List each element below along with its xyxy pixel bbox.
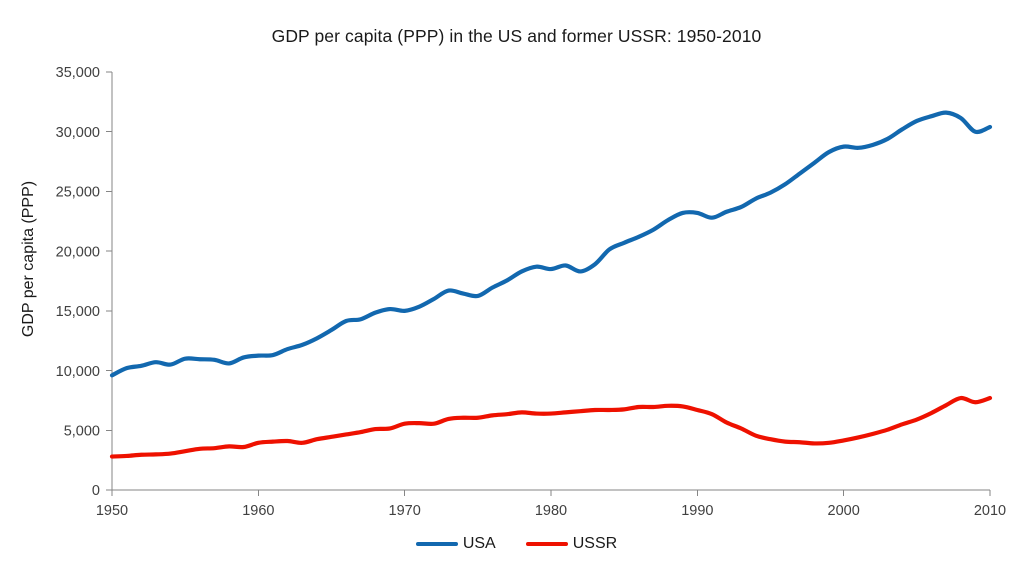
legend-entry-usa[interactable]: USA	[415, 535, 496, 552]
y-tick-label: 15,000	[56, 304, 100, 320]
x-axis-ticks: 1950 1960 1970 1980 1990 2000 2010	[96, 490, 1006, 519]
legend-label: USA	[462, 535, 496, 552]
x-tick-label: 1950	[96, 503, 128, 519]
y-tick-label: 20,000	[56, 244, 100, 260]
series-line-usa	[109, 110, 993, 378]
chart-title: GDP per capita (PPP) in the US and forme…	[271, 26, 762, 46]
x-tick-label: 2010	[974, 503, 1006, 519]
y-tick-label: 10,000	[56, 364, 100, 380]
series-line-ussr	[109, 395, 993, 459]
legend-entry-ussr[interactable]: USSR	[525, 535, 618, 552]
y-tick-label: 35,000	[56, 65, 100, 81]
x-tick-label: 1960	[242, 503, 274, 519]
x-tick-label: 1970	[389, 503, 421, 519]
x-tick-label: 2000	[828, 503, 860, 519]
legend-label: USSR	[572, 535, 618, 552]
y-tick-label: 0	[92, 483, 100, 499]
legend-swatch-ussr	[525, 541, 568, 547]
legend-swatch-usa	[415, 541, 458, 547]
chart-legend: USA USSR	[0, 536, 1033, 552]
y-tick-label: 30,000	[56, 125, 100, 141]
y-tick-label: 25,000	[56, 185, 100, 201]
y-tick-label: 5,000	[64, 423, 100, 439]
y-axis-ticks: 0 5,000 10,000 15,000 20,000 25,000 30,000 35,0…	[56, 65, 112, 499]
x-tick-label: 1990	[681, 503, 713, 519]
data-series-group	[109, 110, 993, 459]
x-tick-label: 1980	[535, 503, 567, 519]
